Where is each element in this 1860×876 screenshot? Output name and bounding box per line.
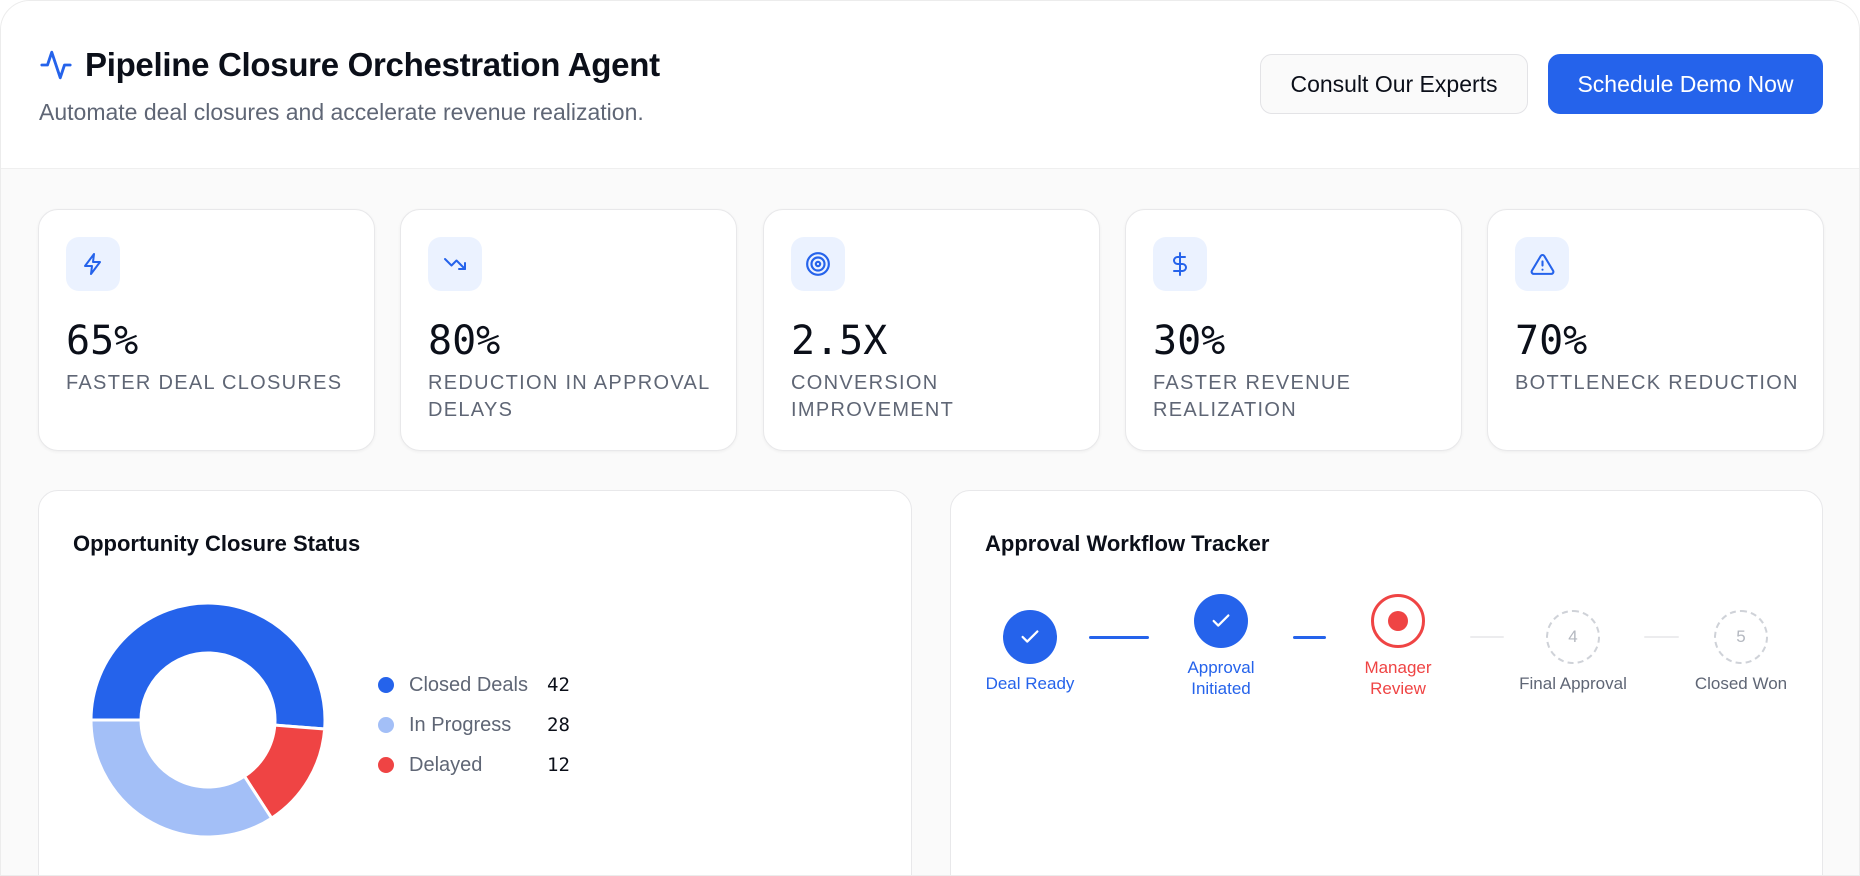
target-icon [791,237,845,291]
workflow-step-closed-won: 5 Closed Won [1666,610,1816,694]
alert-triangle-icon [1515,237,1569,291]
step-label: Manager Review [1364,658,1432,698]
activity-icon [39,48,73,82]
donut-slice-in-progress [89,718,274,839]
check-icon [1194,594,1248,648]
stat-card-faster-deal-closures: 65% Faster Deal Closures [38,209,375,451]
step-connector [1089,636,1149,639]
donut-chart [89,601,327,839]
workflow-stepper: Deal Ready Approval Initiated Manager Re… [951,491,1824,875]
title-row: Pipeline Closure Orchestration Agent [39,45,660,85]
legend-label: Delayed [409,753,483,776]
stat-value: 80% [428,318,501,364]
panel-title: Opportunity Closure Status [73,531,361,556]
legend-label: In Progress [409,713,512,736]
stat-label: Faster Revenue Realization [1153,372,1352,421]
legend-item-in-progress: In Progress 28 [378,705,570,745]
stat-card-bottleneck: 70% Bottleneck Reduction [1487,209,1824,451]
step-connector [1644,636,1679,638]
trending-down-icon [428,237,482,291]
workflow-step-deal-ready: Deal Ready [955,610,1105,694]
dollar-icon [1153,237,1207,291]
approval-workflow-panel: Approval Workflow Tracker Deal Ready App… [950,490,1824,875]
page-title: Pipeline Closure Orchestration Agent [85,46,660,83]
stat-value: 30% [1153,318,1226,364]
schedule-demo-button[interactable]: Schedule Demo Now [1548,54,1823,114]
legend-item-closed-deals: Closed Deals 42 [378,665,570,705]
zap-icon [66,237,120,291]
stat-value: 2.5X [791,318,888,364]
workflow-step-approval-initiated: Approval Initiated [1146,594,1296,699]
step-label: Final Approval [1519,674,1627,693]
workflow-step-final-approval: 4 Final Approval [1498,610,1648,694]
chart-legend: Closed Deals 42 In Progress 28 Delayed 1… [378,665,570,785]
legend-dot [378,757,394,773]
step-label: Deal Ready [985,674,1075,693]
stat-label: Bottleneck Reduction [1515,372,1799,394]
legend-item-delayed: Delayed 12 [378,745,570,785]
stat-label: Conversion Improvement [791,372,955,421]
page-header: Pipeline Closure Orchestration Agent Aut… [1,1,1859,169]
step-label: Closed Won [1694,674,1788,693]
workflow-step-manager-review: Manager Review [1323,594,1473,699]
check-icon [1003,610,1057,664]
step-number-5: 5 [1714,610,1768,664]
legend-value: 42 [547,674,570,696]
legend-dot [378,717,394,733]
stat-card-conversion: 2.5X Conversion Improvement [763,209,1100,451]
legend-value: 28 [547,714,570,736]
consult-experts-button[interactable]: Consult Our Experts [1260,54,1528,114]
opportunity-closure-panel: Opportunity Closure Status Closed Deals … [38,490,912,875]
step-label: Approval Initiated [1187,658,1255,698]
stat-card-approval-delays: 80% Reduction in Approval Delays [400,209,737,451]
legend-value: 12 [547,754,570,776]
step-connector [1470,636,1504,638]
panel-title: Approval Workflow Tracker [985,531,1270,556]
step-number-4: 4 [1546,610,1600,664]
page-subtitle: Automate deal closures and accelerate re… [39,99,644,125]
active-step-dot-icon [1371,594,1425,648]
legend-label: Closed Deals [409,673,528,696]
stat-label: Reduction in Approval Delays [428,372,710,421]
donut-slice-closed-deals [89,601,327,731]
stat-value: 70% [1515,318,1588,364]
legend-dot [378,677,394,693]
stat-label: Faster Deal Closures [66,372,343,394]
stat-card-revenue: 30% Faster Revenue Realization [1125,209,1462,451]
step-connector [1293,636,1326,639]
stat-value: 65% [66,318,139,364]
